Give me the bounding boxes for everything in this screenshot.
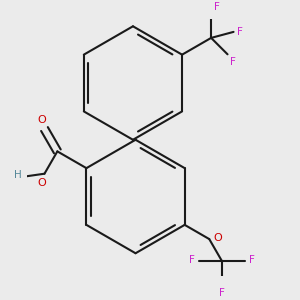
Text: H: H: [14, 170, 21, 180]
Text: F: F: [189, 255, 195, 265]
Text: O: O: [213, 233, 222, 243]
Text: O: O: [38, 178, 46, 188]
Text: F: F: [219, 289, 225, 298]
Text: O: O: [38, 115, 46, 125]
Text: F: F: [230, 57, 236, 67]
Text: F: F: [214, 2, 220, 12]
Text: F: F: [237, 27, 243, 37]
Text: F: F: [249, 255, 255, 265]
